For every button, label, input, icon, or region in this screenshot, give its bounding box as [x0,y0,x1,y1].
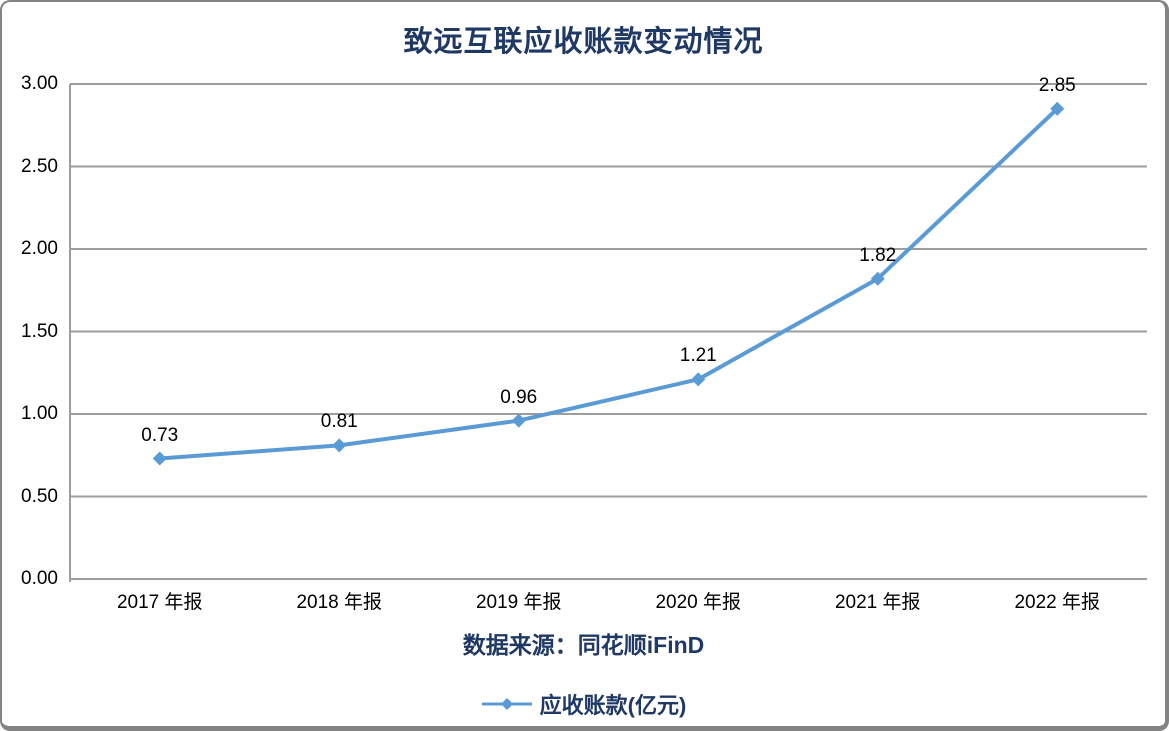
data-point-marker [332,438,347,453]
y-tick-label: 0.50 [21,485,58,507]
x-tick-label: 2019 年报 [475,592,562,613]
chart-title: 致远互联应收账款变动情况 [403,26,764,58]
data-point-label: 2.85 [1038,74,1076,96]
data-point-marker [1050,101,1065,116]
data-point-marker [691,372,706,387]
data-point-label: 0.81 [320,411,358,433]
data-point-marker [870,271,885,286]
x-tick-label: 2020 年报 [655,592,742,613]
data-point-label: 0.96 [500,386,538,408]
source-note: 数据来源：同花顺iFinD [462,632,705,658]
series-line [159,107,1059,461]
legend-series-label: 应收账款(亿元) [539,693,687,718]
y-tick-label: 1.50 [21,320,58,342]
data-point-marker [511,413,526,428]
legend: 应收账款(亿元) [2,688,1165,720]
y-tick-label: 2.00 [21,238,58,259]
plot-area: 0.00 0.50 1.00 1.50 2.00 2.50 3.00 2017 年报 2018… [21,74,1147,613]
y-tick-label: 1.00 [21,403,58,424]
x-tick-label: 2021 年报 [834,592,921,613]
x-tick-label: 2022 年报 [1014,592,1101,613]
x-tick-label: 2018 年报 [296,592,383,613]
y-tick-label: 2.50 [21,155,58,177]
data-point-label: 0.73 [141,424,179,446]
line-chart-canvas [69,83,1147,582]
x-tick-label: 2017 年报 [116,592,203,613]
y-tick-label: 0.00 [21,568,58,589]
y-tick-label: 3.00 [21,73,58,94]
data-point-label: 1.82 [859,244,897,266]
data-point-marker [152,451,167,466]
legend-marker-icon [481,698,532,710]
data-point-label: 1.21 [679,345,717,367]
